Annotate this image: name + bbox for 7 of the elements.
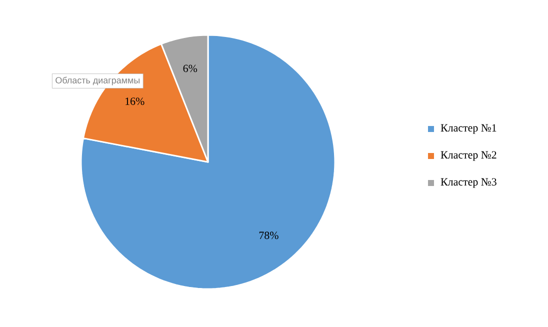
data-label: 78%: [259, 232, 278, 240]
legend-label: Кластер №2: [440, 151, 496, 161]
data-label: 6%: [183, 64, 198, 72]
text: Область диаграммы: [56, 76, 140, 86]
legend-label: Кластер №1: [440, 124, 496, 134]
legend-label: Кластер №3: [440, 178, 496, 188]
data-label: 16%: [126, 98, 144, 105]
